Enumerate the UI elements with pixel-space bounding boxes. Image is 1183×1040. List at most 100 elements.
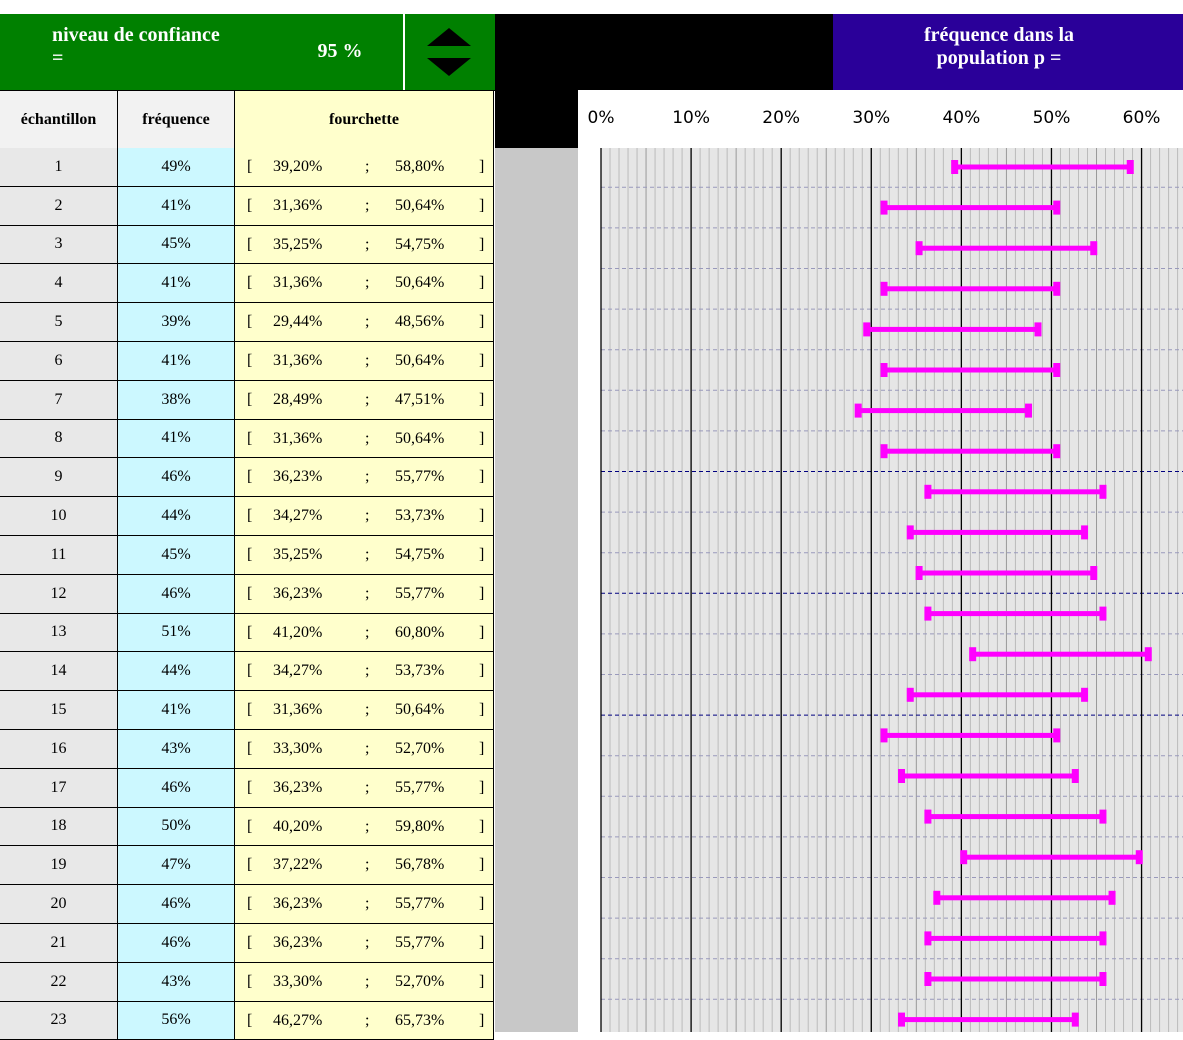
interval-cap-high <box>1034 322 1042 337</box>
frequency: 41% <box>118 342 235 381</box>
frequency: 38% <box>118 380 235 420</box>
x-tick-label: 0% <box>588 108 615 128</box>
bracket-close: ] <box>479 972 485 990</box>
interval-high: 47,51% <box>395 390 445 408</box>
interval-cap-low <box>924 972 932 986</box>
bracket-close: ] <box>479 584 485 602</box>
separator: ; <box>365 352 370 369</box>
table: échantillon fréquence fourchette 1 49%[39,20… <box>0 90 495 1040</box>
separator: ; <box>365 507 370 525</box>
interval-cap-low <box>933 890 941 905</box>
interval-cap-low <box>924 931 932 946</box>
bracket-close: ] <box>479 1011 485 1029</box>
bracket-open: [ <box>247 546 253 563</box>
interval-low: 36,23% <box>273 468 323 486</box>
interval-bar <box>954 164 1131 170</box>
interval-bar <box>918 570 1095 576</box>
interval-cap-high <box>1108 890 1116 905</box>
interval-low: 34,27% <box>273 662 323 680</box>
bracket-open: [ <box>247 623 253 641</box>
interval-low: 31,36% <box>273 429 323 447</box>
frequency: 46% <box>118 924 235 963</box>
interval-cell: [36,23%; 55,77%] <box>235 885 494 924</box>
interval-cell: [29,44%; 48,56%] <box>235 303 494 342</box>
bracket-open: [ <box>247 817 253 835</box>
interval-low: 34,27% <box>273 507 323 525</box>
bracket-close: ] <box>479 313 485 331</box>
bracket-open: [ <box>247 895 253 913</box>
interval-high: 52,70% <box>395 740 445 757</box>
frequency: 44% <box>118 497 235 536</box>
column-header: fréquence <box>118 91 235 149</box>
black-band <box>495 14 833 90</box>
frequency: 56% <box>118 1001 235 1040</box>
interval-high: 50,64% <box>395 274 445 292</box>
bracket-open: [ <box>247 235 253 253</box>
interval-bar <box>963 854 1140 860</box>
spinner <box>403 14 495 90</box>
interval-bar <box>901 773 1076 779</box>
interval-bar <box>927 935 1104 941</box>
interval-high: 48,56% <box>395 313 445 331</box>
gray-column <box>495 148 578 1032</box>
interval-high: 55,77% <box>395 895 445 913</box>
separator: ; <box>365 429 370 447</box>
spinner-arrows <box>427 28 471 76</box>
bracket-open: [ <box>247 662 253 680</box>
separator: ; <box>365 856 370 874</box>
interval-cap-high <box>1144 647 1152 662</box>
sample-number: 16 <box>0 730 118 769</box>
plot-area <box>601 148 1183 1032</box>
interval-cap-high <box>1099 809 1107 824</box>
interval-bar <box>883 448 1058 454</box>
spin-up[interactable] <box>427 28 471 46</box>
confidence-value: 95 % <box>317 40 363 62</box>
interval-bar <box>883 205 1058 211</box>
interval-high: 50,64% <box>395 429 445 447</box>
frequency: 41% <box>118 264 235 304</box>
column-header: échantillon <box>0 91 118 149</box>
sample-number: 23 <box>0 1001 118 1040</box>
interval-bar <box>918 245 1095 251</box>
interval-low: 36,23% <box>273 584 323 602</box>
interval-bar <box>927 489 1104 495</box>
interval-cap-high <box>1053 281 1061 296</box>
interval-cap-low <box>898 1012 906 1027</box>
bracket-open: [ <box>247 196 253 214</box>
bracket-close: ] <box>479 856 485 874</box>
interval-low: 36,23% <box>273 934 323 951</box>
interval-cap-high <box>1071 1012 1079 1027</box>
spin-down[interactable] <box>427 58 471 76</box>
interval-cap-low <box>880 728 888 743</box>
interval-cap-low <box>854 403 862 418</box>
interval-bar <box>909 529 1086 535</box>
bracket-open: [ <box>247 274 253 292</box>
interval-bar <box>866 326 1039 332</box>
frequency: 49% <box>118 148 235 187</box>
separator: ; <box>365 972 370 990</box>
interval-cell: [36,23%; 55,77%] <box>235 768 494 808</box>
interval-cap-high <box>1053 444 1061 459</box>
separator: ; <box>365 158 370 175</box>
bracket-open: [ <box>247 468 253 486</box>
frequency: 43% <box>118 962 235 1002</box>
separator: ; <box>365 313 370 331</box>
interval-cap-low <box>969 647 977 662</box>
interval-cap-high <box>1099 972 1107 986</box>
sample-number: 9 <box>0 458 118 498</box>
bracket-close: ] <box>479 274 485 292</box>
bracket-open: [ <box>247 972 253 990</box>
population-label: fréquence dans la population p = <box>924 24 1074 69</box>
sample-number: 5 <box>0 303 118 342</box>
sample-number: 13 <box>0 613 118 653</box>
frequency: 46% <box>118 885 235 924</box>
separator: ; <box>365 584 370 602</box>
interval-low: 36,23% <box>273 895 323 913</box>
interval-high: 54,75% <box>395 235 445 253</box>
interval-cap-low <box>880 281 888 296</box>
bracket-open: [ <box>247 856 253 874</box>
separator: ; <box>365 468 370 486</box>
bracket-close: ] <box>479 934 485 951</box>
interval-bar <box>927 976 1104 982</box>
interval-high: 55,77% <box>395 778 445 796</box>
